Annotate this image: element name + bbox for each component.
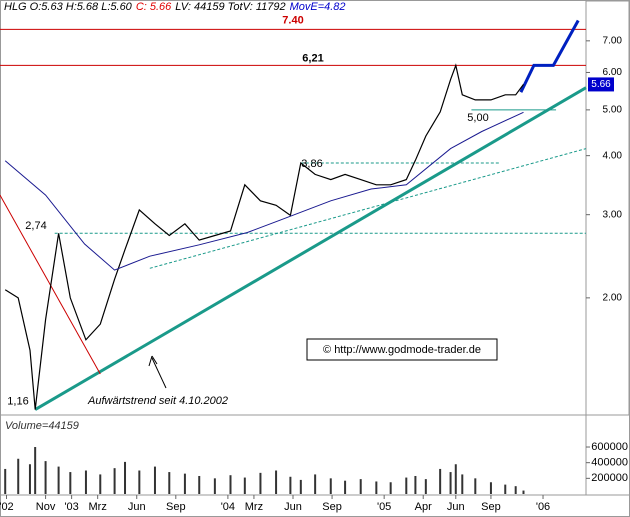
x-tick-label: Sep [166, 501, 186, 513]
volume-bar [213, 478, 216, 494]
x-tick-label: Nov [36, 501, 56, 513]
volume-bar [414, 475, 417, 494]
volume-tick-label: 200000 [591, 472, 628, 484]
header: HLG O:5.63 H:5.68 L:5.60 C: 5.66 LV: 44159… [4, 1, 346, 13]
x-tick-label: Mrz [245, 501, 263, 513]
volume-bar [329, 478, 332, 494]
volume-bar [449, 472, 452, 494]
volume-bar [439, 468, 442, 494]
volume-bar [514, 486, 517, 494]
level-label: 7.40 [282, 14, 303, 26]
volume-tick-label: 400000 [591, 457, 628, 469]
volume-bar [84, 470, 87, 494]
moving-average [4, 111, 524, 271]
volume-bar [474, 478, 477, 494]
volume-bar [153, 466, 156, 494]
level-label: 5,00 [467, 112, 488, 124]
volume-bar [389, 482, 392, 494]
trend-annotation: Aufwärtstrend seit 4.10.2002 [87, 395, 228, 407]
price-axis-panel [585, 0, 630, 416]
level-label: 1,16 [7, 396, 28, 408]
volume-tick-label: 600000 [591, 441, 628, 453]
header-part: LV: 44159 TotV: 11792 [175, 1, 285, 13]
x-tick-label: '06 [536, 501, 550, 513]
y-tick-label: 7.00 [603, 35, 623, 46]
x-tick-label: Apr [415, 501, 432, 513]
x-tick-label: Jun [128, 501, 146, 513]
y-tick-label: 6.00 [603, 67, 623, 78]
volume-bar [359, 479, 362, 494]
trend-line [519, 19, 580, 93]
annotation-arrowhead [148, 355, 158, 367]
header-part: HLG O:5.63 H:5.68 L:5.60 [4, 1, 133, 13]
volume-bar [522, 490, 525, 494]
volume-bar [344, 480, 347, 494]
volume-bar [275, 470, 278, 494]
y-tick-label: 3.00 [603, 209, 623, 220]
volume-bar [124, 461, 127, 494]
volume-bar [168, 472, 171, 494]
volume-bar [405, 477, 408, 494]
volume-bar [99, 474, 102, 494]
volume-label: Volume=44159 [5, 420, 79, 432]
volume-bar [229, 475, 232, 494]
annotation-arrow [151, 357, 167, 389]
x-tick-label: '03 [64, 501, 78, 513]
x-tick-label: Jun [447, 501, 465, 513]
x-tick-label: '04 [221, 501, 235, 513]
x-tick-label: Sep [322, 501, 342, 513]
volume-bar [454, 464, 457, 494]
volume-bar [289, 476, 292, 494]
copyright: © http://www.godmode-trader.de [323, 344, 481, 356]
y-tick-label: 5.00 [603, 105, 623, 116]
volume-bar [489, 482, 492, 494]
y-tick-label: 4.00 [603, 150, 623, 161]
trend-line [34, 86, 587, 411]
volume-bar [17, 458, 20, 494]
price-line [4, 63, 524, 410]
volume-bar [28, 464, 31, 494]
volume-bar [424, 479, 427, 494]
volume-bar [57, 466, 60, 494]
trend-line [0, 194, 101, 375]
level-label: 6,21 [302, 52, 323, 64]
level-label: 3,86 [301, 158, 322, 170]
copyright-box [306, 338, 498, 361]
volume-bar [314, 474, 317, 494]
header-part: MovE=4.82 [290, 1, 346, 13]
volume-bar [375, 481, 378, 494]
volume-bar [461, 474, 464, 494]
volume-bar [243, 477, 246, 494]
x-tick-label: Jun [284, 501, 302, 513]
volume-bar [183, 473, 186, 494]
x-tick-label: Sep [481, 501, 501, 513]
volume-bar [4, 468, 7, 494]
volume-bar [198, 475, 201, 494]
x-tick-label: Mrz [89, 501, 107, 513]
x-tick-label: '02 [0, 501, 14, 513]
volume-bar [44, 461, 47, 494]
volume-bar [504, 484, 507, 494]
last-price-box [588, 77, 614, 92]
x-tick-label: '05 [377, 501, 391, 513]
volume-bar [34, 447, 37, 494]
volume-bar [259, 472, 262, 494]
last-price-label: 5.66 [591, 79, 611, 90]
y-tick-label: 2.00 [603, 293, 623, 304]
volume-bar [138, 470, 141, 494]
volume-bar [299, 479, 302, 494]
volume-bar [113, 468, 116, 494]
volume-bar [69, 472, 72, 494]
level-label: 2,74 [25, 220, 46, 232]
header-part: C: 5.66 [136, 1, 172, 13]
trend-line [149, 148, 587, 269]
